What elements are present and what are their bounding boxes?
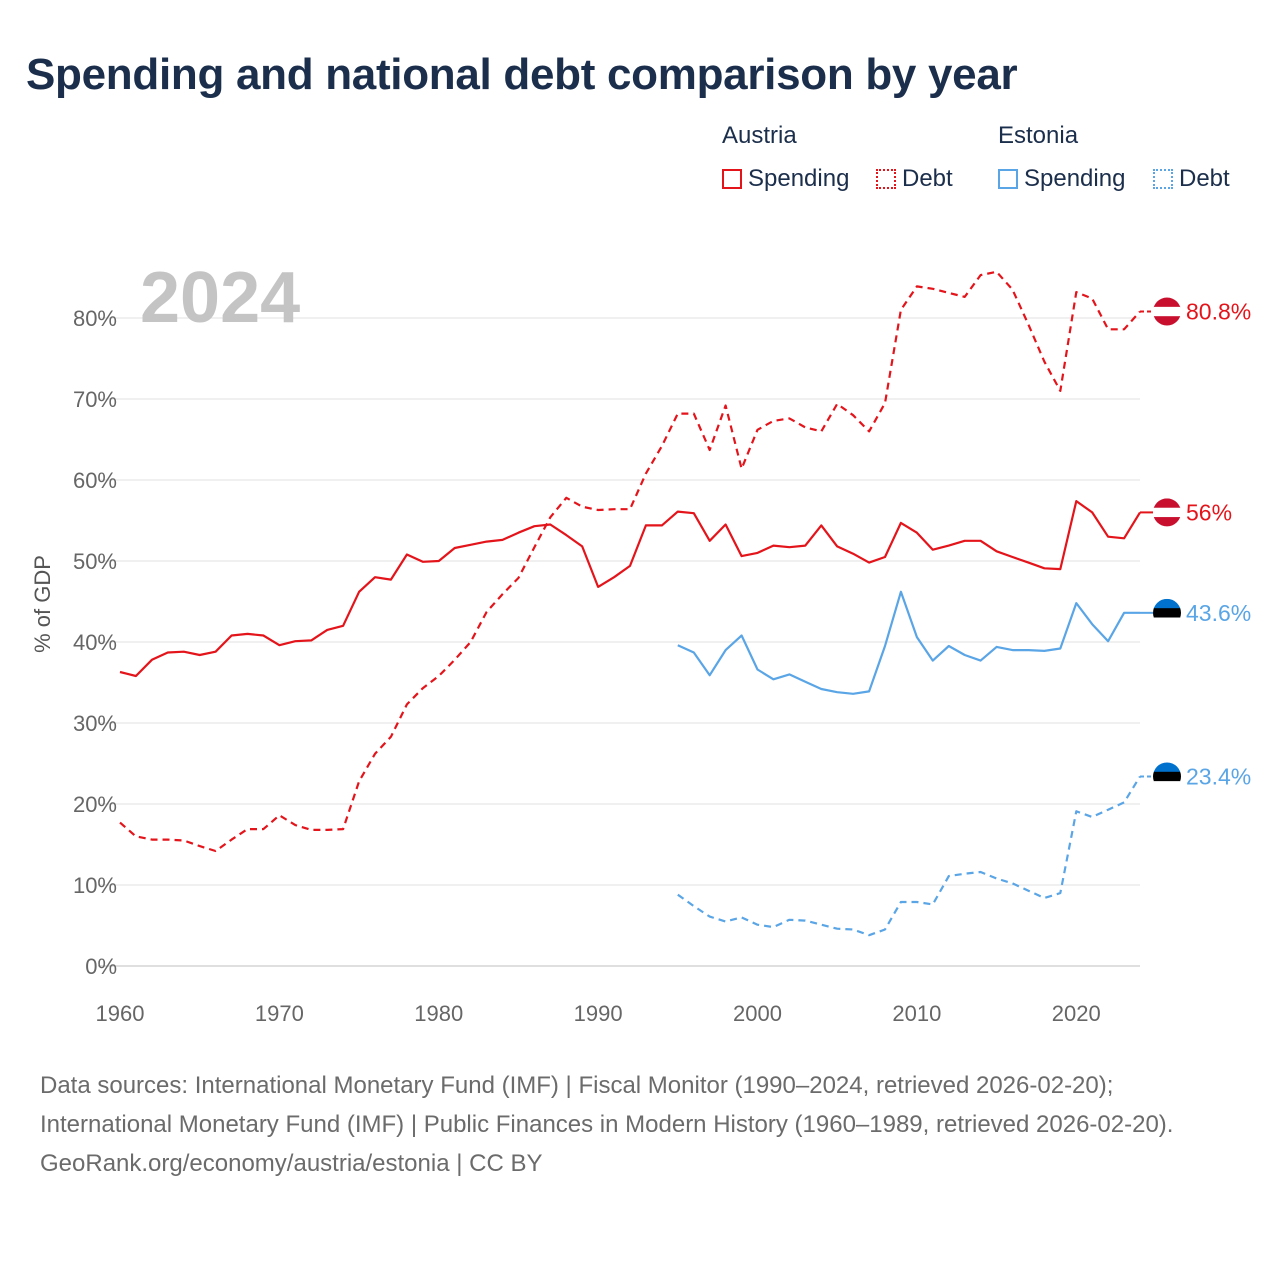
end-label: 80.8% xyxy=(1186,299,1251,325)
series-line-estonia-spending xyxy=(677,590,1140,695)
legend-group-estonia: Estonia xyxy=(998,122,1079,149)
year-watermark: 2024 xyxy=(140,258,300,338)
data-sources: Data sources: International Monetary Fun… xyxy=(40,1072,1174,1138)
legend-label: Debt xyxy=(1179,165,1230,192)
y-tick-label: 30% xyxy=(73,711,117,736)
footer: Data sources: International Monetary Fun… xyxy=(40,1066,1240,1183)
legend-estonia-spending[interactable]: Spending xyxy=(998,164,1125,194)
flag-marker-estonia xyxy=(1153,762,1181,791)
gridlines xyxy=(98,317,1140,967)
y-tick-label: 10% xyxy=(73,873,117,898)
flag-stripe xyxy=(1153,617,1181,627)
y-tick-label: 80% xyxy=(73,306,117,331)
legend-austria-debt[interactable]: Debt xyxy=(876,164,953,194)
y-tick-label: 60% xyxy=(73,468,117,493)
series-line-estonia-debt xyxy=(677,775,1141,937)
x-tick-label: 1970 xyxy=(255,1001,304,1026)
end-label: 56% xyxy=(1186,499,1232,525)
flag-marker-estonia xyxy=(1153,598,1181,627)
x-tick-label: 1960 xyxy=(96,1001,145,1026)
end-label: 43.6% xyxy=(1186,600,1251,626)
series-lines xyxy=(119,270,1141,937)
legend-swatch-austria-debt xyxy=(876,169,896,189)
flag-marker-austria xyxy=(1153,297,1181,326)
x-tick-label: 2020 xyxy=(1052,1001,1101,1026)
y-axis-label: % of GDP xyxy=(30,555,55,653)
legend-swatch-austria-spending xyxy=(722,169,742,189)
flag-stripe xyxy=(1153,598,1181,609)
chart-title: Spending and national debt comparison by… xyxy=(26,50,1018,99)
legend-label: Spending xyxy=(748,165,850,192)
y-tick-label: 0% xyxy=(85,954,117,979)
legend-austria-spending[interactable]: Spending xyxy=(722,164,849,194)
flag-stripe xyxy=(1153,781,1181,791)
legend-label: Spending xyxy=(1024,165,1126,192)
series-line-austria-spending xyxy=(119,500,1141,678)
y-tick-label: 70% xyxy=(73,387,117,412)
flag-marker-austria xyxy=(1153,498,1181,527)
flag-stripe xyxy=(1153,517,1181,527)
legend-estonia-debt[interactable]: Debt xyxy=(1153,164,1230,194)
flag-stripe xyxy=(1153,608,1181,619)
y-tick-label: 20% xyxy=(73,792,117,817)
credit-link[interactable]: GeoRank.org/economy/austria/estonia | CC… xyxy=(40,1150,543,1177)
y-tick-label: 50% xyxy=(73,549,117,574)
legend: Austria Spending Debt Estonia Spending D… xyxy=(0,122,1280,202)
end-labels: 56% 80.8% 43.6% 23.4% xyxy=(1140,297,1251,791)
flag-stripe xyxy=(1153,316,1181,326)
x-tick-label: 2000 xyxy=(733,1001,782,1026)
legend-swatch-estonia-debt xyxy=(1153,169,1173,189)
legend-swatch-estonia-spending xyxy=(998,169,1018,189)
flag-stripe xyxy=(1153,297,1181,308)
x-tick-label: 2010 xyxy=(892,1001,941,1026)
flag-stripe xyxy=(1153,771,1181,782)
flag-stripe xyxy=(1153,507,1181,518)
x-tick-label: 1990 xyxy=(574,1001,623,1026)
line-chart: 0% 10% 20% 30% 40% 50% 60% 70% 80% 1960 1970 1980 19… xyxy=(30,258,1251,1026)
legend-group-austria: Austria xyxy=(722,122,797,149)
x-tick-label: 1980 xyxy=(414,1001,463,1026)
flag-stripe xyxy=(1153,306,1181,317)
end-label: 23.4% xyxy=(1186,763,1251,789)
flag-stripe xyxy=(1153,762,1181,773)
y-tick-label: 40% xyxy=(73,630,117,655)
legend-label: Debt xyxy=(902,165,953,192)
flag-stripe xyxy=(1153,498,1181,509)
axes: 0% 10% 20% 30% 40% 50% 60% 70% 80% 1960 1970 1980 19… xyxy=(73,306,1101,1026)
